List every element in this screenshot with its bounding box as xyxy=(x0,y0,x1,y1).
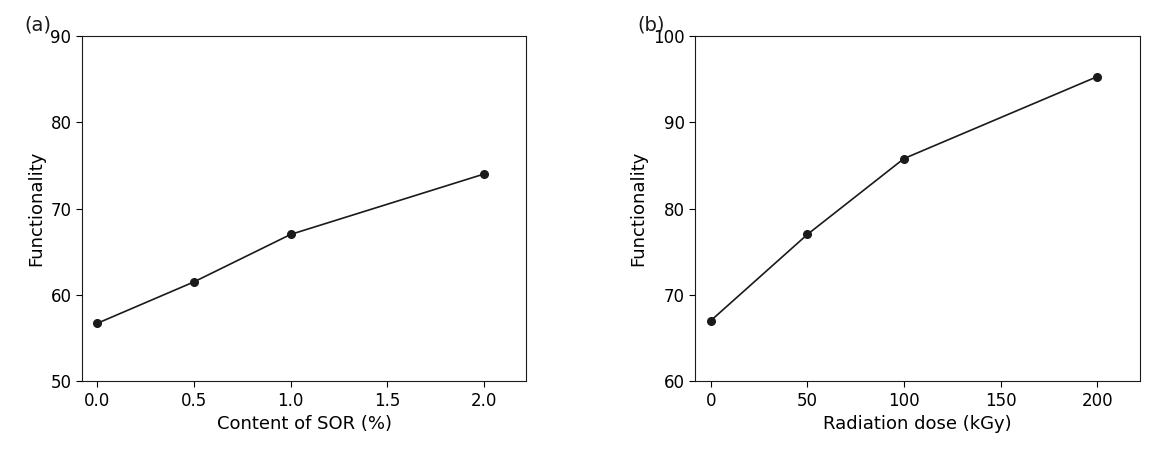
Text: (b): (b) xyxy=(637,15,665,34)
Y-axis label: Functionality: Functionality xyxy=(630,151,648,266)
X-axis label: Radiation dose (kGy): Radiation dose (kGy) xyxy=(823,415,1012,433)
X-axis label: Content of SOR (%): Content of SOR (%) xyxy=(216,415,392,433)
Y-axis label: Functionality: Functionality xyxy=(27,151,44,266)
Text: (a): (a) xyxy=(25,15,51,34)
